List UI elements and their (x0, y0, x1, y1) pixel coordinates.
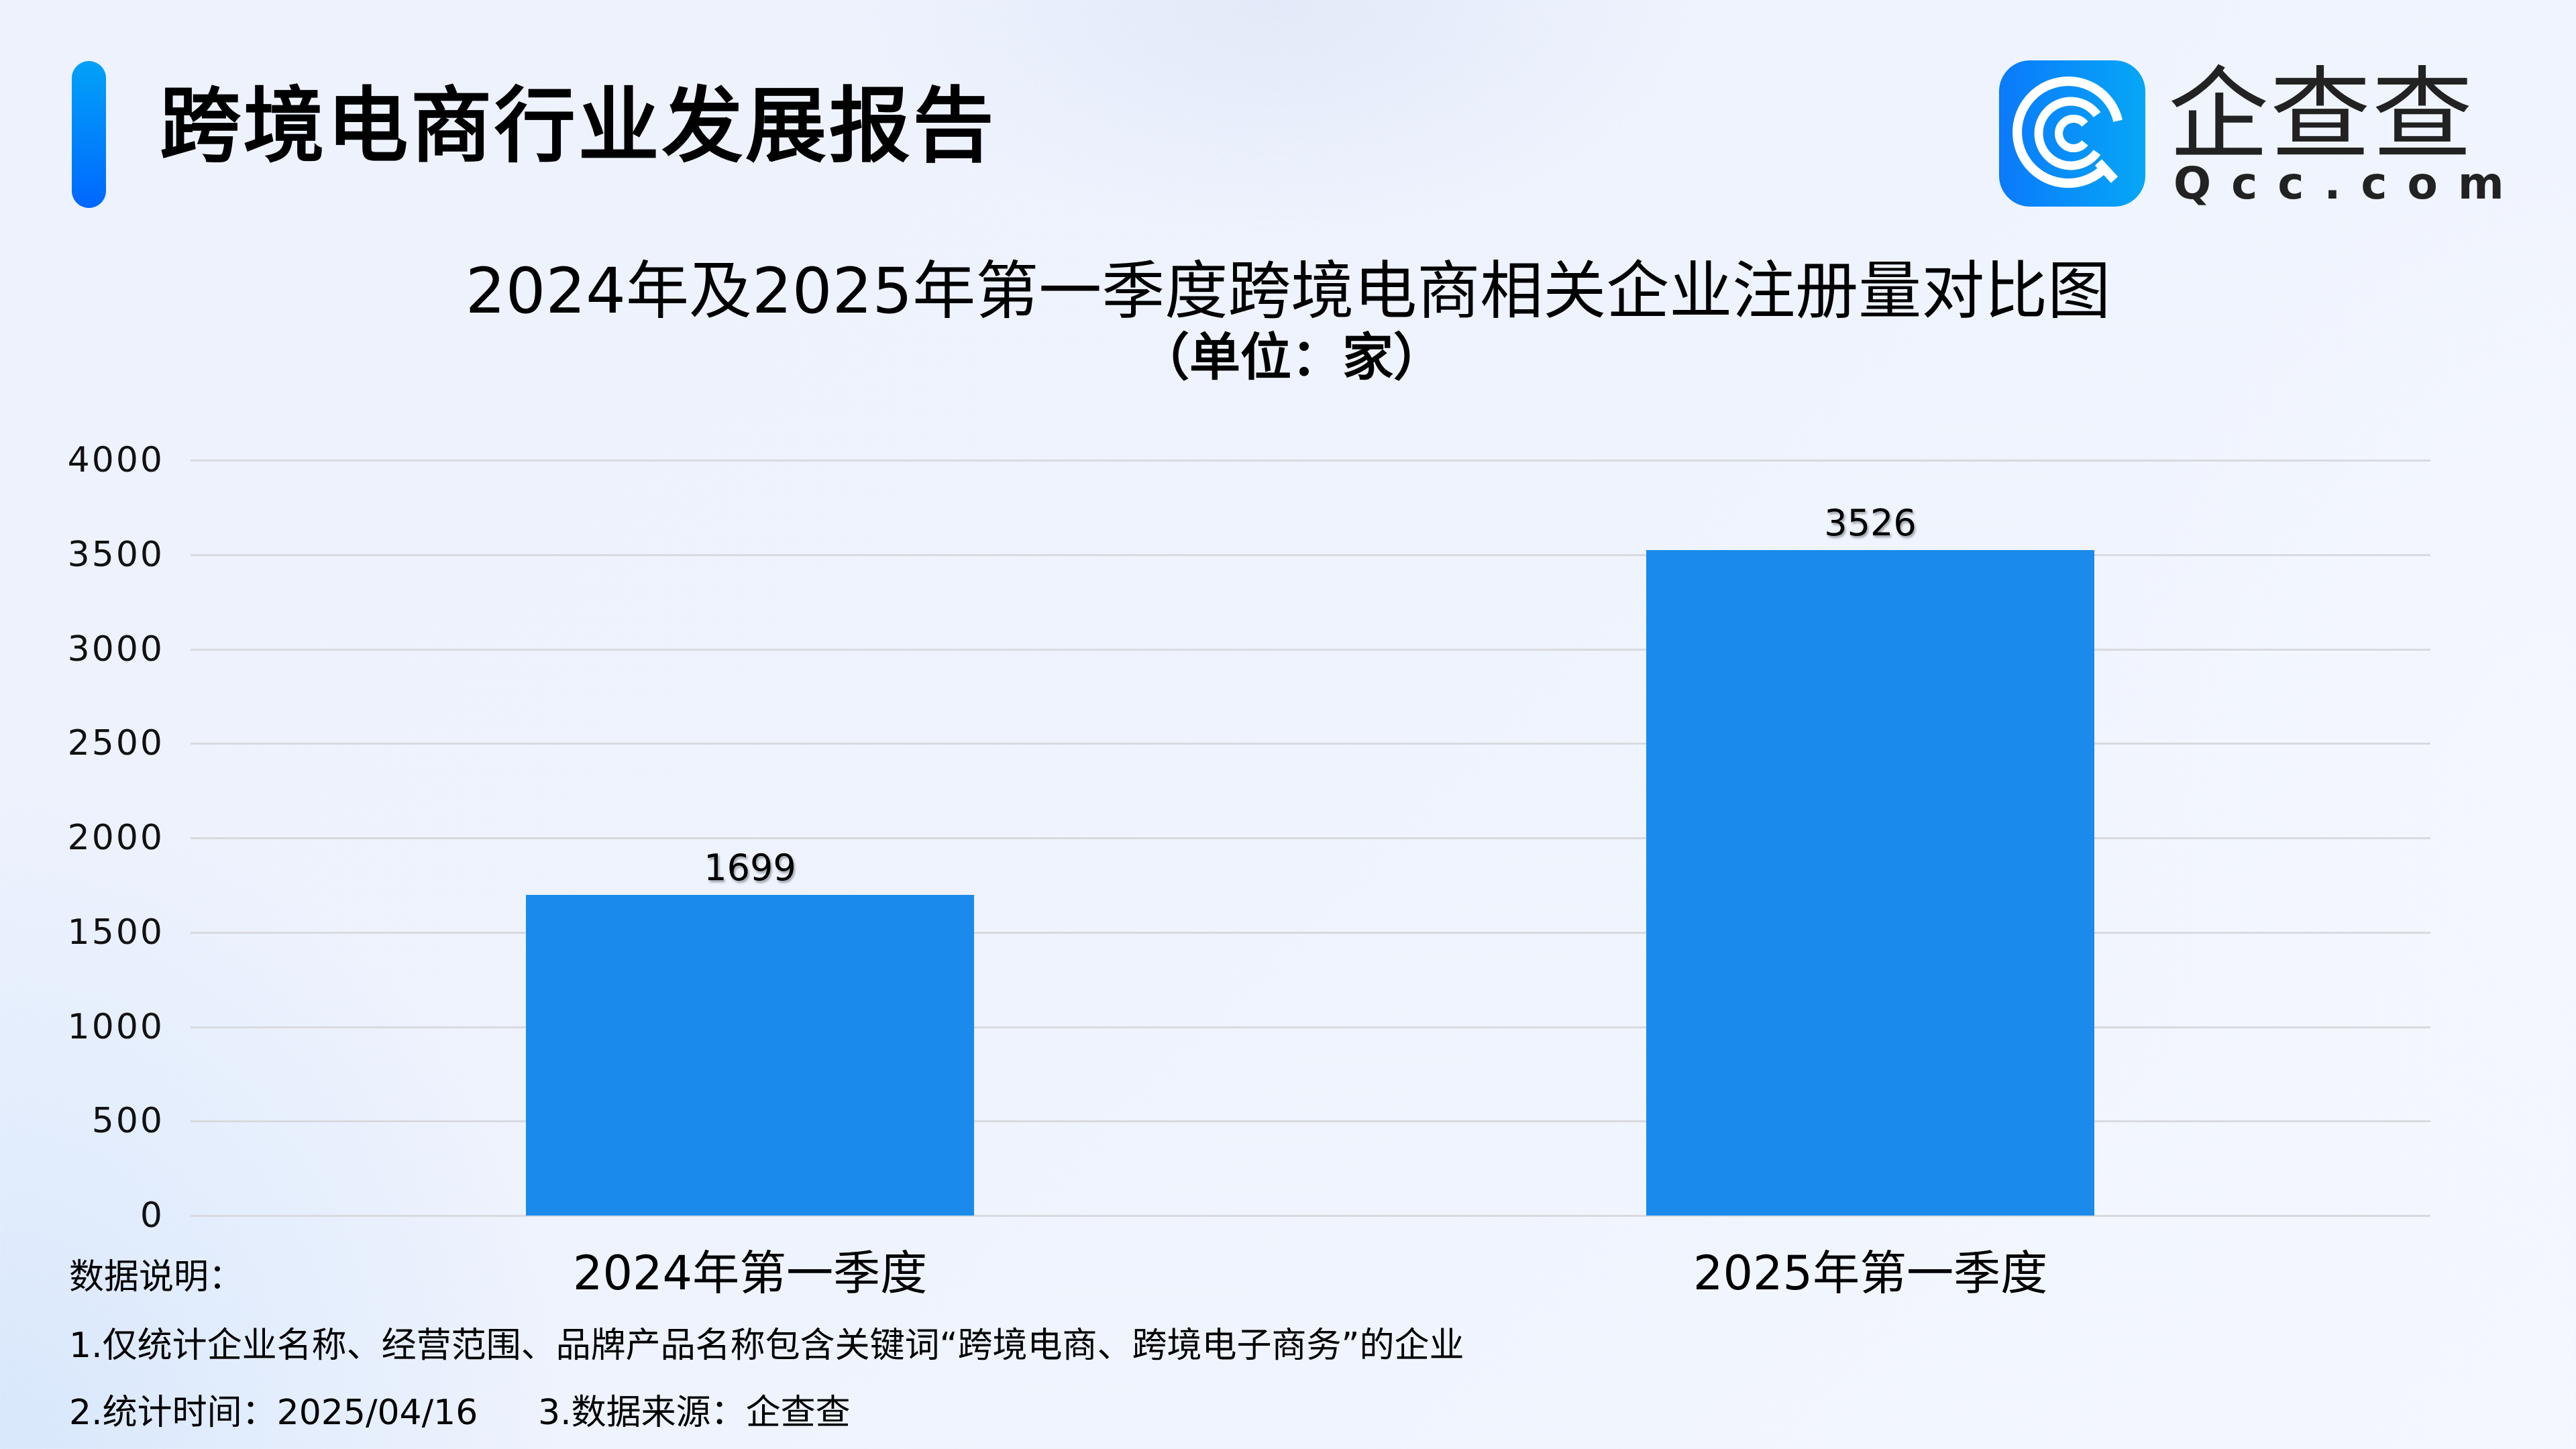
ytick-label: 2000 (67, 818, 164, 858)
bar-value-label: 1699 (704, 847, 796, 889)
ytick-label: 1500 (67, 912, 164, 953)
gridline-1500 (191, 931, 2430, 934)
ytick-label: 2500 (67, 723, 164, 764)
ytick-label: 3000 (67, 629, 164, 669)
bar-value-label: 3526 (1824, 502, 1917, 544)
note-data-source: 3.数据来源：企查查 (538, 1393, 851, 1433)
notes-heading: 数据说明： (69, 1257, 244, 1297)
title-accent-bar (72, 61, 106, 208)
ytick-label: 1000 (67, 1006, 164, 1047)
chart-title: 2024年及2025年第一季度跨境电商相关企业注册量对比图 (465, 255, 2111, 328)
logo-name-cn: 企查查 (2168, 57, 2475, 174)
bar-2025-q1[interactable] (1646, 550, 2094, 1216)
ytick-label: 4000 (67, 440, 164, 480)
note-line-1: 1.仅统计企业名称、经营范围、品牌产品名称包含关键词“跨境电商、跨境电子商务”的… (69, 1326, 1464, 1366)
xtick-label: 2024年第一季度 (572, 1246, 928, 1301)
gridline-2500 (191, 743, 2430, 745)
note-stat-time: 2.统计时间：2025/04/16 (69, 1393, 478, 1433)
baseline-0 (191, 1215, 2430, 1217)
qcc-logo-icon (1999, 60, 2145, 207)
ytick-label: 0 (140, 1195, 164, 1236)
gridline-3000 (191, 648, 2430, 651)
ytick-label: 500 (91, 1101, 164, 1142)
ytick-label: 3500 (67, 534, 164, 575)
plot-area: 4000 3500 3000 2500 2000 1500 1000 500 0… (68, 440, 2430, 1300)
logo-name-en: Qcc.com (2174, 158, 2524, 209)
chart-subtitle: （单位：家） (1138, 327, 1444, 387)
xtick-label: 2025年第一季度 (1693, 1246, 2048, 1301)
gridline-3500 (191, 553, 2430, 556)
page-title: 跨境电商行业发展报告 (160, 78, 997, 174)
gridline-2000 (191, 837, 2430, 839)
gridline-4000 (191, 460, 2430, 462)
gridline-1000 (191, 1026, 2430, 1028)
gridline-500 (191, 1120, 2430, 1123)
bar-2024-q1[interactable] (526, 895, 974, 1216)
qcc-rings-icon (2012, 76, 2123, 189)
